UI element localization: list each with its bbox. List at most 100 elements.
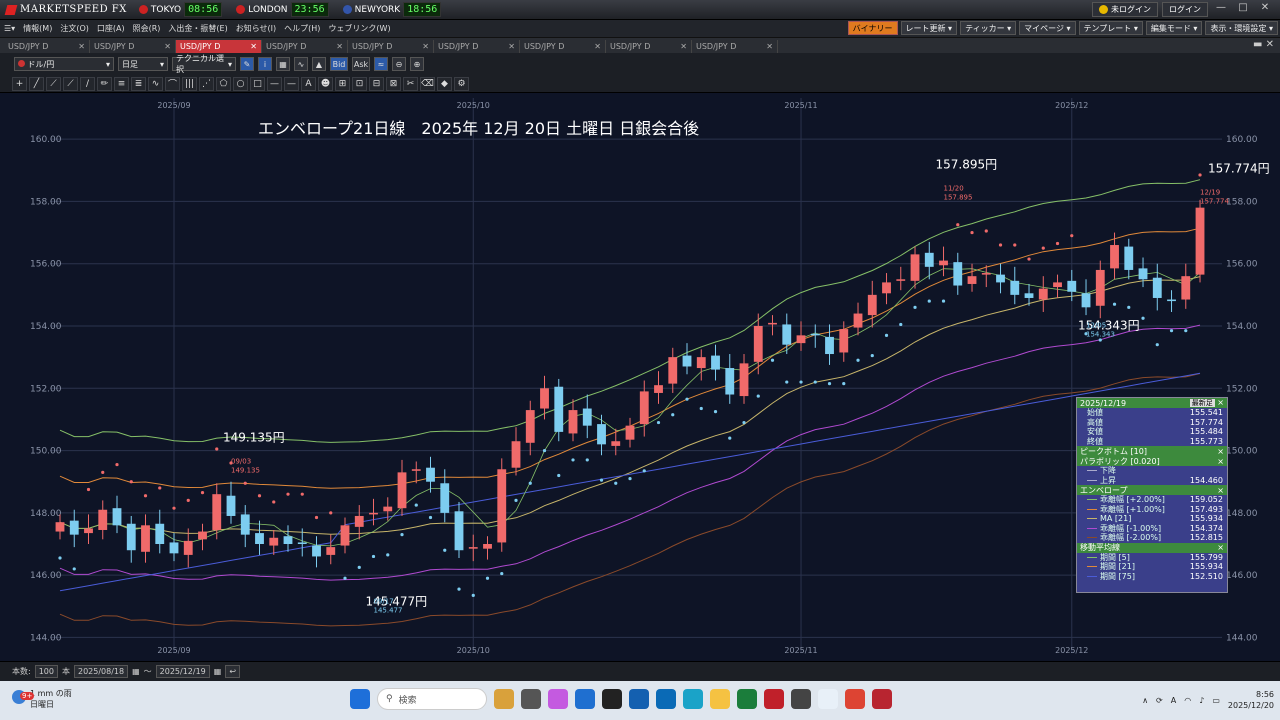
top-menu-button[interactable]: バイナリー	[847, 21, 898, 35]
close-icon[interactable]: ✕	[164, 42, 171, 51]
candlestick-chart[interactable]: 144.00 144.00 146.00 146.00 148.00 148.00 150.…	[0, 93, 1280, 661]
calendar-icon[interactable]: ▦	[213, 667, 222, 676]
maximize-icon[interactable]: □	[1238, 2, 1248, 13]
draw-tool-icon[interactable]: A	[301, 76, 316, 91]
outlook-icon[interactable]	[629, 689, 649, 709]
refresh-icon[interactable]: ↩	[225, 665, 241, 678]
minimize-icon[interactable]: —	[1216, 2, 1226, 13]
marketspeed-icon[interactable]	[872, 689, 892, 709]
top-menu-button[interactable]: マイページ ▾	[1019, 21, 1076, 35]
menu-item[interactable]: 照会(R)	[132, 24, 161, 33]
draw-tool-icon[interactable]: ✂	[403, 76, 418, 91]
chart-tab[interactable]: USD/JPY D ✕	[606, 40, 692, 53]
draw-tool-icon[interactable]: ⌫	[420, 76, 435, 91]
close-icon[interactable]: ✕	[250, 42, 257, 51]
clock[interactable]: 8:56 2025/12/20	[1227, 690, 1274, 710]
draw-tool-icon[interactable]: —	[284, 76, 299, 91]
ask-button[interactable]: Ask	[352, 57, 370, 71]
top-menu-button[interactable]: レート更新 ▾	[900, 21, 958, 35]
draw-tool-icon[interactable]: ✏	[97, 76, 112, 91]
draw-tool-icon[interactable]: —	[267, 76, 282, 91]
menu-icon[interactable]: ☰▾	[4, 24, 16, 33]
app-icon[interactable]	[602, 689, 622, 709]
close-icon[interactable]: ×	[1217, 543, 1224, 552]
info-icon[interactable]: i	[258, 57, 272, 71]
menu-item[interactable]: 注文(O)	[60, 24, 89, 33]
draw-tool-icon[interactable]: ⬠	[216, 76, 231, 91]
start-icon[interactable]	[350, 689, 370, 709]
chart-tab[interactable]: USD/JPY D ✕	[434, 40, 520, 53]
app-icon[interactable]	[521, 689, 541, 709]
draw-tool-icon[interactable]: ⊡	[352, 76, 367, 91]
wave-icon[interactable]: ≈	[374, 57, 388, 71]
chrome-icon[interactable]	[845, 689, 865, 709]
excel-icon[interactable]	[737, 689, 757, 709]
menu-item[interactable]: 情報(M)	[23, 24, 53, 33]
edge-icon[interactable]	[683, 689, 703, 709]
close-icon[interactable]: ✕	[422, 42, 429, 51]
chart-tab[interactable]: USD/JPY D ✕	[4, 40, 90, 53]
copilot-icon[interactable]	[548, 689, 568, 709]
draw-tool-icon[interactable]: |||	[182, 76, 197, 91]
interval-select[interactable]: 日足 ▾	[118, 57, 168, 71]
draw-tool-icon[interactable]: ⟋	[63, 76, 78, 91]
copilot-icon[interactable]	[818, 689, 838, 709]
ime-icon[interactable]: A	[1170, 695, 1177, 705]
from-date-field[interactable]: 2025/08/18	[73, 665, 129, 678]
pair-select[interactable]: ドル/円 ▾	[14, 57, 114, 71]
top-menu-button[interactable]: ティッカー ▾	[960, 21, 1017, 35]
chevron-up-icon[interactable]: ∧	[1142, 695, 1149, 705]
menu-item[interactable]: ウェブリンク(W)	[328, 24, 391, 33]
close-icon[interactable]: ✕	[78, 42, 85, 51]
menu-item[interactable]: 口座(A)	[96, 24, 125, 33]
draw-tool-icon[interactable]: ∿	[148, 76, 163, 91]
widget-icon[interactable]	[494, 689, 514, 709]
weather-widget[interactable]: 1 mm の雨 日曜日	[12, 688, 72, 710]
pen-icon[interactable]: ✎	[240, 57, 254, 71]
technical-select[interactable]: テクニカル選択 ▾	[172, 54, 236, 74]
chart-tab[interactable]: USD/JPY D ✕	[90, 40, 176, 53]
close-icon[interactable]: ✕	[594, 42, 601, 51]
menu-item[interactable]: ヘルプ(H)	[284, 24, 321, 33]
battery-icon[interactable]: ▭	[1212, 695, 1220, 705]
wifi-icon[interactable]: ◠	[1184, 695, 1192, 705]
draw-tool-icon[interactable]: ○	[233, 76, 248, 91]
top-menu-button[interactable]: テンプレート ▾	[1078, 21, 1143, 35]
chart-tab[interactable]: USD/JPY D ✕	[520, 40, 606, 53]
close-icon[interactable]: ✕	[680, 42, 687, 51]
login-button[interactable]: ログイン	[1162, 2, 1208, 17]
draw-tool-icon[interactable]: ⚙	[454, 76, 469, 91]
count-field[interactable]: 100	[34, 665, 58, 678]
menu-item[interactable]: お知らせ(I)	[235, 24, 277, 33]
draw-tool-icon[interactable]: ⟋	[46, 76, 61, 91]
chart-tab[interactable]: USD/JPY D ✕	[692, 40, 778, 53]
draw-tool-icon[interactable]: +	[12, 76, 27, 91]
close-icon[interactable]: ×	[1217, 485, 1224, 495]
mcafee-icon[interactable]	[764, 689, 784, 709]
explorer-icon[interactable]	[710, 689, 730, 709]
area-chart-icon[interactable]: ▲	[312, 57, 326, 71]
volume-icon[interactable]: ♪	[1199, 695, 1205, 705]
grid-icon[interactable]: ▦	[276, 57, 290, 71]
draw-tool-icon[interactable]: ⌒	[165, 76, 180, 91]
close-icon[interactable]: ✕	[508, 42, 515, 51]
draw-tool-icon[interactable]: ☻	[318, 76, 333, 91]
draw-tool-icon[interactable]: ∕	[80, 76, 95, 91]
chart-tab[interactable]: USD/JPY D ✕	[262, 40, 348, 53]
bid-button[interactable]: Bid	[330, 57, 348, 71]
draw-tool-icon[interactable]: ⊟	[369, 76, 384, 91]
chart-tab[interactable]: USD/JPY D ✕	[348, 40, 434, 53]
calendar-icon[interactable]: ▦	[132, 667, 140, 676]
close-icon[interactable]: ×	[1217, 456, 1224, 466]
top-menu-button[interactable]: 編集モード ▾	[1145, 21, 1203, 35]
draw-tool-icon[interactable]: ≣	[131, 76, 146, 91]
draw-tool-icon[interactable]: ╱	[29, 76, 44, 91]
zoom-in-icon[interactable]: ⊕	[410, 57, 424, 71]
line-chart-icon[interactable]: ∿	[294, 57, 308, 71]
sync-icon[interactable]: ⟳	[1156, 695, 1163, 705]
zoom-out-icon[interactable]: ⊖	[392, 57, 406, 71]
dell-icon[interactable]	[656, 689, 676, 709]
menu-item[interactable]: 入出金・振替(E)	[168, 24, 228, 33]
chart-tab[interactable]: USD/JPY D ✕	[176, 40, 262, 53]
store-icon[interactable]	[575, 689, 595, 709]
